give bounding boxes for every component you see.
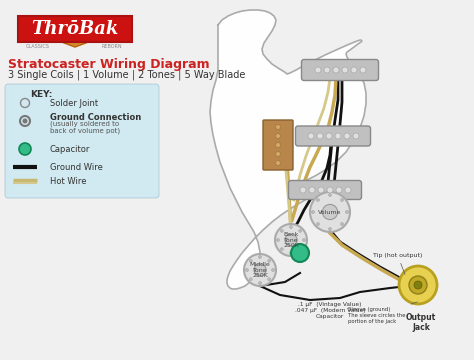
Circle shape [344, 133, 350, 139]
Circle shape [280, 248, 283, 251]
Circle shape [275, 125, 281, 130]
Circle shape [275, 134, 281, 139]
Circle shape [268, 259, 271, 262]
Circle shape [328, 228, 331, 230]
Circle shape [324, 67, 330, 73]
Text: Stratocaster Wiring Diagram: Stratocaster Wiring Diagram [8, 58, 210, 71]
FancyBboxPatch shape [289, 180, 362, 199]
Circle shape [317, 133, 323, 139]
Circle shape [311, 211, 315, 213]
Circle shape [244, 254, 276, 286]
Circle shape [326, 133, 332, 139]
Circle shape [335, 133, 341, 139]
Circle shape [310, 192, 350, 232]
Circle shape [336, 187, 342, 193]
Text: Sleeve (ground)
The sleeve circles the
portion of the jack: Sleeve (ground) The sleeve circles the p… [348, 302, 418, 324]
Circle shape [285, 234, 297, 246]
Circle shape [19, 143, 31, 155]
Circle shape [290, 225, 292, 229]
Text: .1 μF  (Vintage Value)
.047 μF  (Modern Value)
Capacitor: .1 μF (Vintage Value) .047 μF (Modern Va… [295, 302, 365, 319]
Circle shape [351, 67, 357, 73]
FancyBboxPatch shape [18, 16, 132, 42]
Circle shape [258, 282, 262, 284]
Circle shape [302, 238, 306, 242]
Text: Hot Wire: Hot Wire [50, 176, 86, 185]
Circle shape [300, 187, 306, 193]
Circle shape [254, 264, 266, 276]
Text: Solder Joint: Solder Joint [50, 99, 98, 108]
Text: (usually soldered to: (usually soldered to [50, 121, 119, 127]
Text: Tip (hot output): Tip (hot output) [373, 253, 422, 274]
Text: KEY:: KEY: [30, 90, 52, 99]
Circle shape [318, 187, 324, 193]
Circle shape [322, 204, 337, 220]
Circle shape [249, 278, 252, 281]
FancyBboxPatch shape [295, 126, 371, 146]
Circle shape [346, 211, 348, 213]
Circle shape [276, 238, 280, 242]
Circle shape [299, 248, 301, 251]
FancyBboxPatch shape [5, 84, 159, 198]
FancyBboxPatch shape [301, 59, 379, 81]
Circle shape [308, 133, 314, 139]
Circle shape [246, 269, 248, 271]
Circle shape [327, 187, 333, 193]
Circle shape [258, 256, 262, 258]
Text: Back
Tone
250K: Back Tone 250K [283, 232, 299, 248]
Circle shape [414, 281, 422, 289]
Text: Middle
Tone
250K: Middle Tone 250K [250, 262, 270, 278]
Circle shape [275, 143, 281, 148]
Circle shape [268, 278, 271, 281]
Text: Ground Connection: Ground Connection [50, 112, 141, 122]
Text: CLASSICS: CLASSICS [26, 45, 50, 49]
Circle shape [340, 198, 344, 202]
Circle shape [360, 67, 366, 73]
Circle shape [342, 67, 348, 73]
Text: back of volume pot): back of volume pot) [50, 128, 120, 134]
Circle shape [249, 259, 252, 262]
Circle shape [291, 244, 309, 262]
Text: Output
Jack: Output Jack [406, 313, 436, 332]
Text: ThrōBak: ThrōBak [31, 20, 118, 38]
Circle shape [280, 229, 283, 232]
Circle shape [275, 152, 281, 157]
Circle shape [345, 187, 351, 193]
Circle shape [275, 161, 281, 166]
Circle shape [275, 224, 307, 256]
Polygon shape [35, 17, 115, 47]
FancyBboxPatch shape [263, 120, 293, 170]
Circle shape [315, 67, 321, 73]
Circle shape [272, 269, 274, 271]
Circle shape [299, 229, 301, 232]
Circle shape [353, 133, 359, 139]
Circle shape [290, 252, 292, 255]
Text: Capacitor: Capacitor [50, 144, 91, 153]
Circle shape [317, 198, 319, 202]
Circle shape [333, 67, 339, 73]
Text: Volume: Volume [319, 210, 342, 215]
Circle shape [328, 194, 331, 197]
Circle shape [340, 222, 344, 225]
Text: 3 Single Coils | 1 Volume | 2 Tones | 5 Way Blade: 3 Single Coils | 1 Volume | 2 Tones | 5 … [8, 69, 246, 80]
Circle shape [409, 276, 427, 294]
Text: REBORN: REBORN [102, 45, 122, 49]
Circle shape [317, 222, 319, 225]
Circle shape [399, 266, 437, 304]
Circle shape [22, 118, 27, 123]
Polygon shape [210, 10, 366, 289]
Circle shape [309, 187, 315, 193]
Text: Ground Wire: Ground Wire [50, 162, 103, 171]
